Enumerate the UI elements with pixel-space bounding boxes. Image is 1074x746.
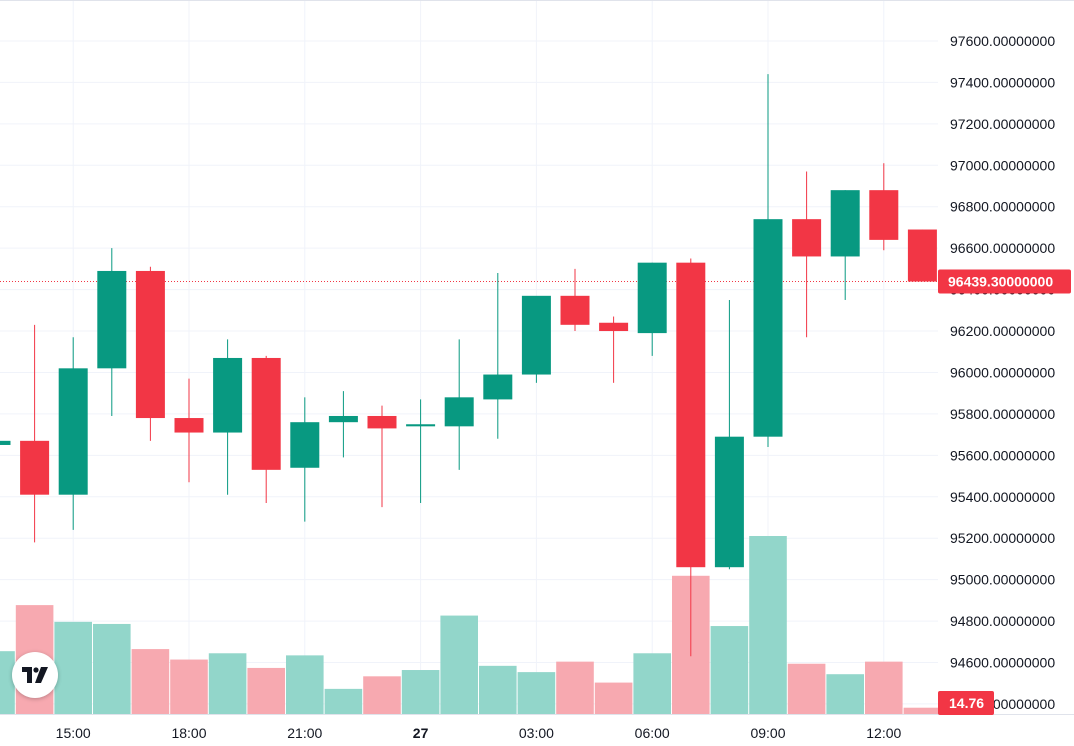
price-axis-tick-label: 96200.00000000	[950, 323, 1055, 339]
candle-body	[97, 270, 127, 369]
last-price-tag: 96439.30000000	[948, 273, 1053, 289]
price-axis-tick-label: 96000.00000000	[950, 364, 1055, 380]
price-axis-tick-label: 95200.00000000	[950, 530, 1055, 546]
price-axis-tick-label: 97000.00000000	[950, 157, 1055, 173]
price-axis-tick-label: 94800.00000000	[950, 613, 1055, 629]
price-axis-tick-label: 97400.00000000	[950, 74, 1055, 90]
tradingview-logo-glyph	[22, 667, 48, 683]
candle-body	[676, 262, 706, 568]
price-axis-tick-label: 95000.00000000	[950, 572, 1055, 588]
price-axis-tick-label: 95800.00000000	[950, 406, 1055, 422]
last-volume-tag: 14.76	[949, 695, 984, 711]
candle-body	[367, 415, 397, 429]
volume-bar	[324, 688, 363, 714]
time-axis-tick-label: 12:00	[866, 725, 901, 741]
price-axis-tick-label: 97600.00000000	[950, 33, 1055, 49]
tradingview-logo-icon[interactable]	[12, 652, 58, 698]
volume-bar	[131, 649, 170, 714]
volume-bar	[286, 655, 324, 714]
candle-body	[907, 229, 937, 282]
volume-bar	[633, 653, 671, 714]
time-axis-tick-label: 27	[413, 725, 429, 741]
candle-body	[174, 418, 204, 433]
candle-body	[560, 295, 590, 325]
volume-bar	[93, 623, 131, 714]
candle-body	[483, 374, 513, 400]
price-axis-tick-label: 95400.00000000	[950, 489, 1055, 505]
candle-body	[521, 295, 551, 375]
time-axis-tick-label: 21:00	[287, 725, 322, 741]
candle-body	[830, 190, 860, 257]
volume-bar	[826, 674, 864, 714]
time-axis-tick-label: 03:00	[519, 725, 554, 741]
candle-body	[753, 219, 783, 437]
candle-body	[714, 436, 744, 568]
volume-bar	[903, 707, 942, 714]
candle-body	[792, 219, 822, 257]
candle-body	[213, 357, 243, 433]
price-tags: 96439.30000000 14.76	[938, 269, 1071, 715]
candle-body	[406, 424, 436, 427]
volume-bar	[556, 661, 594, 714]
volume-bars	[0, 536, 942, 714]
candle-body	[58, 368, 88, 495]
volume-bar	[0, 651, 15, 714]
volume-bar	[54, 621, 92, 714]
time-axis-tick-label: 06:00	[635, 725, 670, 741]
candle-body	[869, 190, 899, 240]
price-axis-tick-label: 95600.00000000	[950, 447, 1055, 463]
candle-body	[0, 440, 11, 445]
price-axis-tick-label: 94600.00000000	[950, 655, 1055, 671]
candle-body	[20, 440, 50, 495]
price-axis-tick-label: 96800.00000000	[950, 199, 1055, 215]
volume-bar	[363, 676, 401, 714]
candle-body	[328, 415, 358, 423]
volume-bar	[170, 659, 208, 714]
volume-bar	[401, 670, 440, 714]
time-axis[interactable]: 15:00 18:00 21:00 27 03:00 06:00 09:00 12:00	[56, 725, 902, 741]
volume-bar	[749, 536, 787, 714]
candles	[0, 74, 937, 657]
price-axis-tick-label: 97200.00000000	[950, 116, 1055, 132]
price-axis-tick-label: 96600.00000000	[950, 240, 1055, 256]
candle-body	[637, 262, 667, 334]
volume-bar	[865, 661, 903, 714]
volume-bar	[710, 626, 749, 714]
time-axis-tick-label: 18:00	[171, 725, 206, 741]
candle-body	[444, 397, 474, 427]
price-axis[interactable]: 97600.00000000 97400.00000000 97200.000000…	[938, 0, 1074, 746]
volume-bar	[208, 653, 247, 714]
volume-bar	[594, 682, 633, 714]
time-axis-tick-label: 09:00	[750, 725, 785, 741]
last-volume-tag-box	[938, 691, 994, 715]
volume-bar	[479, 665, 517, 714]
volume-bar	[787, 663, 826, 714]
volume-bar	[247, 667, 285, 714]
candle-body	[135, 270, 165, 419]
volume-bar	[440, 615, 478, 714]
time-axis-tick-label: 15:00	[56, 725, 91, 741]
candle-body	[599, 322, 629, 332]
candle-body	[290, 422, 320, 468]
volume-bar	[517, 672, 556, 714]
candle-body	[251, 357, 281, 470]
last-price-tag-box	[938, 269, 1071, 294]
